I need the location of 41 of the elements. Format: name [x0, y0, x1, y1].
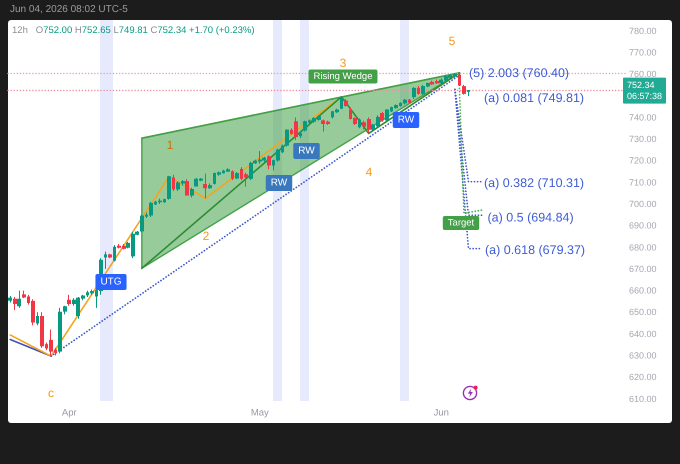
y-tick-label: 660.00: [629, 286, 657, 296]
annotation: RW: [398, 114, 415, 126]
y-tick-label: 650.00: [629, 307, 657, 318]
y-tick-label: 730.00: [629, 134, 657, 144]
annotation: Target: [448, 218, 475, 228]
y-tick-label: 720.00: [629, 156, 657, 166]
y-tick-label: 690.00: [629, 220, 657, 231]
annotation: (5) 2.003 (760.40): [469, 66, 570, 80]
annotation: 5: [448, 34, 456, 48]
text: Jun 04, 2026 08:02 UTC-5: [10, 4, 128, 16]
annotation: RW: [298, 146, 316, 156]
y-tick-label: 760.00: [629, 69, 657, 80]
annotation: (a) 0.081 (749.81): [484, 91, 584, 105]
annotation: (a) 0.382 (710.31): [484, 176, 584, 190]
annotation: (a) 0.5 (694.84): [488, 210, 574, 224]
y-tick-label: 770.00: [629, 47, 657, 58]
text: O752.00 H752.65 L749.81 C752.34 +1.70 (+0.23%): [36, 25, 255, 36]
annotation: 3: [340, 56, 347, 70]
y-tick-label: 640.00: [629, 328, 657, 339]
ref-line-label: 752.34 06:57:38: [627, 80, 662, 102]
annotation: 2: [202, 229, 210, 243]
chart-title: 12h: [12, 25, 28, 36]
x-tick-label: Apr: [62, 407, 77, 418]
y-tick-label: 670.00: [629, 264, 657, 274]
y-tick-label: 680.00: [629, 242, 657, 252]
annotation: UTG: [100, 276, 122, 288]
x-tick-label: May: [250, 407, 270, 418]
y-tick-label: 740.00: [629, 112, 657, 122]
y-tick-label: 780.00: [629, 26, 657, 36]
annotation: c: [48, 386, 54, 400]
y-tick-label: 610.00: [629, 394, 657, 404]
y-tick-label: 700.00: [629, 198, 657, 209]
y-tick-label: 620.00: [629, 372, 657, 382]
annotation: Rising Wedge: [314, 71, 372, 82]
annotation: RW: [270, 178, 288, 188]
y-tick-label: 710.00: [629, 177, 657, 188]
x-tick-label: Jun: [434, 407, 449, 418]
annotation: 4: [366, 165, 373, 179]
y-tick-label: 630.00: [629, 350, 657, 361]
annotation: 1: [166, 138, 174, 152]
annotation: (a) 0.618 (679.37): [485, 243, 586, 257]
